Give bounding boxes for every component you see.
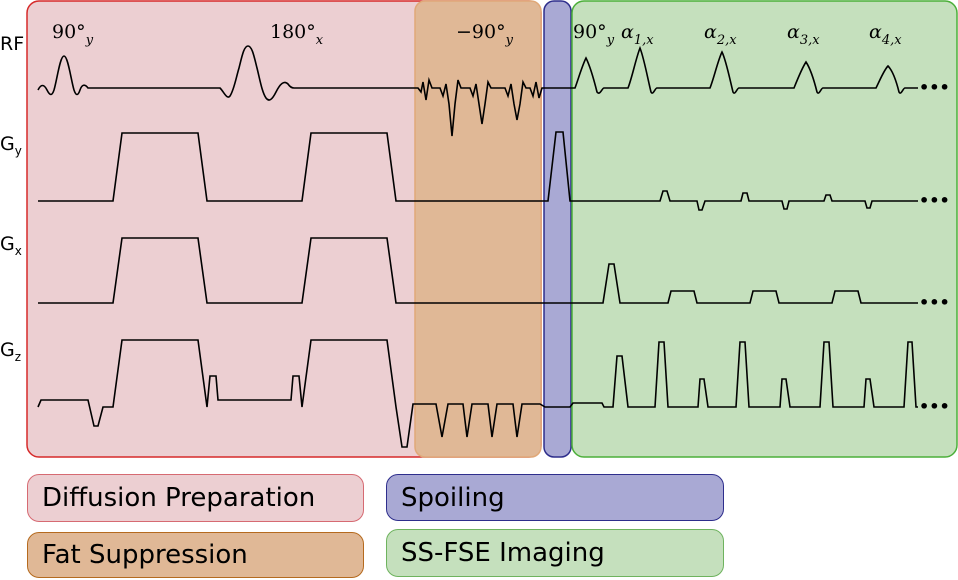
- gz-waveform: [37, 339, 918, 448]
- legend-diffusion-preparation: Diffusion Preparation: [27, 474, 364, 522]
- row-label-gz: Gz: [0, 339, 21, 364]
- legend-ssfse-label: SS-FSE Imaging: [401, 538, 605, 568]
- gx-waveform: [38, 237, 918, 304]
- row-label-gy: Gy: [0, 133, 22, 158]
- gy-continuation-dots: •••: [919, 191, 950, 210]
- gy-waveform: [38, 131, 918, 211]
- pulse-sequence-diagram: RF Gy Gx Gz 90°y 180°x −90°y 90°y α1,x α…: [0, 0, 958, 458]
- pulse-label-alpha4: α4,x: [869, 21, 902, 48]
- pulse-label-90y: 90°y: [52, 21, 94, 48]
- ssfse-region: [571, 0, 958, 458]
- row-label-rf: RF: [0, 33, 24, 55]
- rf-waveform: [37, 45, 918, 137]
- pulse-label-alpha2: α2,x: [704, 21, 737, 48]
- fat-suppression-region: [414, 0, 542, 458]
- gx-continuation-dots: •••: [919, 293, 950, 312]
- rf-continuation-dots: •••: [919, 78, 950, 97]
- spoiling-region: [543, 0, 572, 458]
- pulse-label-180x: 180°x: [270, 21, 324, 48]
- pulse-label-neg90y: −90°y: [456, 21, 514, 48]
- pulse-label-alpha1: α1,x: [621, 21, 654, 48]
- row-label-gx: Gx: [0, 233, 22, 258]
- legend-fat-suppression: Fat Suppression: [27, 532, 364, 578]
- pulse-label-alpha3: α3,x: [787, 21, 820, 48]
- legend-spoiling: Spoiling: [386, 474, 724, 521]
- legend-fat-label: Fat Suppression: [42, 540, 248, 570]
- gz-continuation-dots: •••: [919, 397, 950, 416]
- legend-spoiling-label: Spoiling: [401, 482, 505, 513]
- legend-ssfse-imaging: SS-FSE Imaging: [386, 529, 724, 577]
- pulse-label-90y-second: 90°y: [573, 21, 615, 48]
- legend-diffusion-label: Diffusion Preparation: [42, 483, 316, 513]
